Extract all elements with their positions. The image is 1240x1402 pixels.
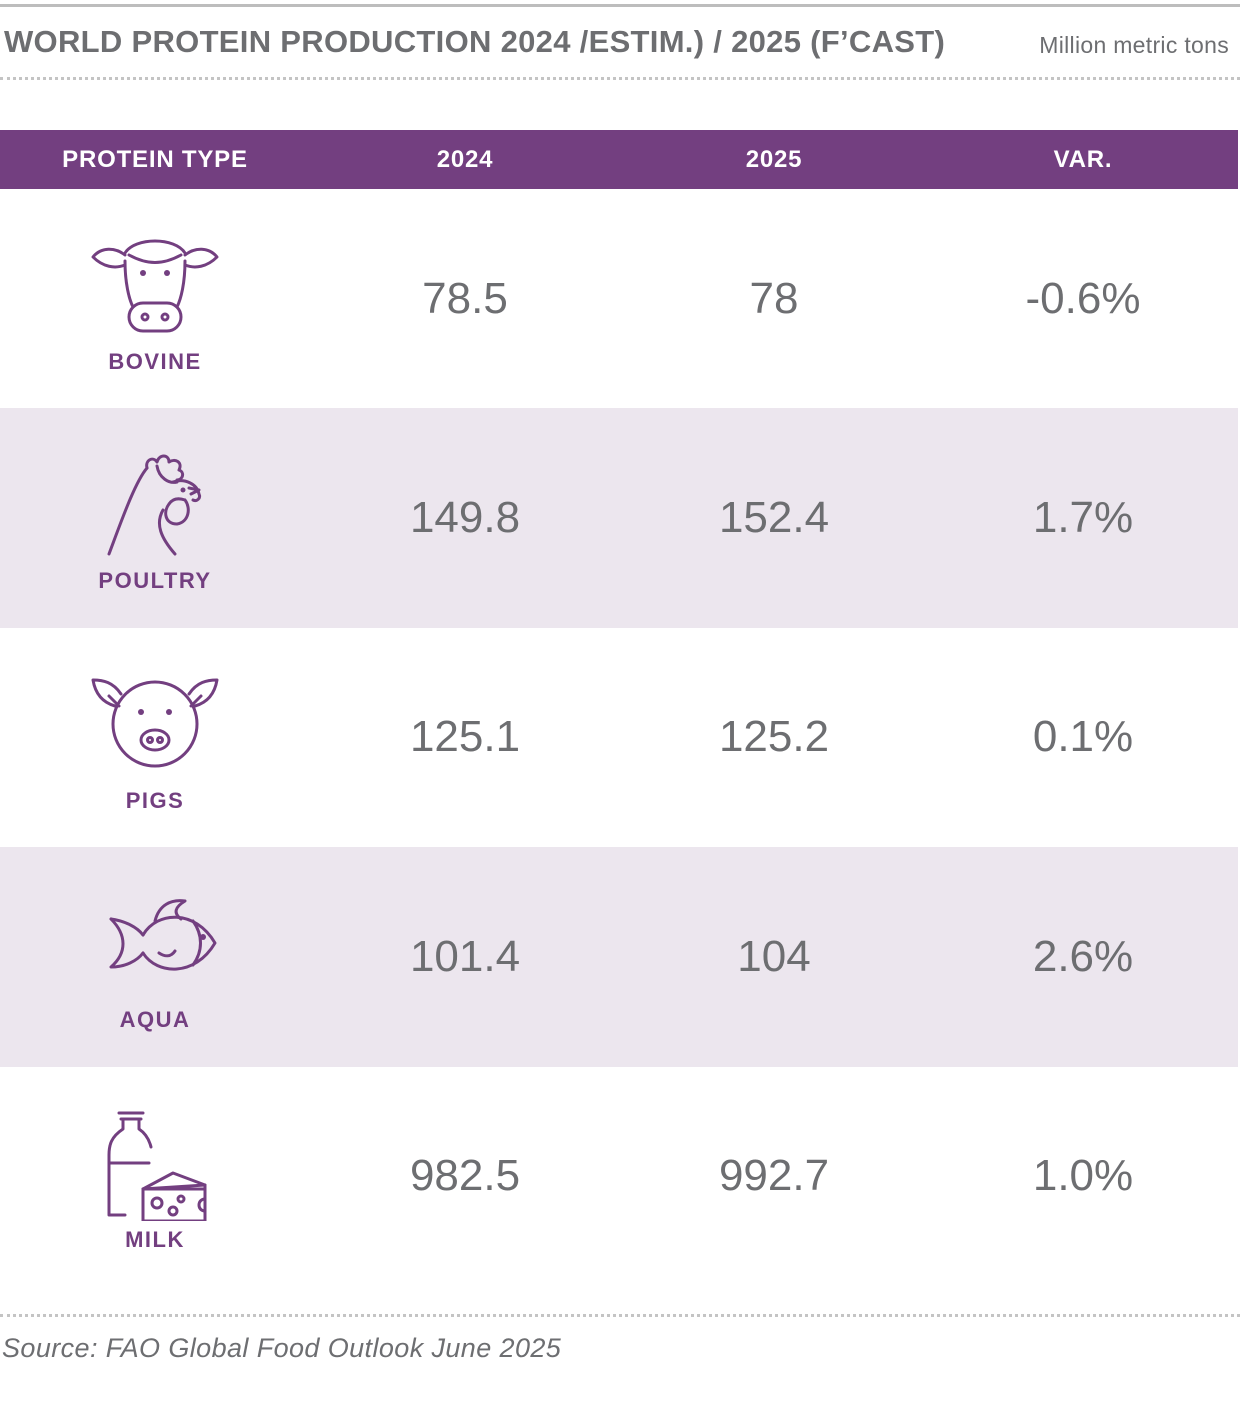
protein-table: PROTEIN TYPE 2024 2025 VAR. BOVINE 78.5 …: [0, 130, 1238, 1286]
column-header-2024: 2024: [436, 145, 494, 173]
value-var: 1.0%: [1032, 1151, 1134, 1201]
column-header-type: PROTEIN TYPE: [62, 145, 248, 173]
type-cell: MILK: [0, 1067, 310, 1286]
value-2025: 125.2: [718, 712, 830, 762]
unit-label: Million metric tons: [1039, 32, 1229, 58]
chicken-icon: [107, 454, 201, 556]
table-row-pigs: PIGS 125.1 125.2 0.1%: [0, 628, 1238, 847]
type-cell: AQUA: [0, 847, 310, 1066]
table-header: PROTEIN TYPE 2024 2025 VAR.: [0, 130, 1238, 189]
column-header-2025: 2025: [745, 145, 803, 173]
source-note: Source: FAO Global Food Outlook June 202…: [2, 1333, 562, 1363]
type-label: PIGS: [125, 787, 185, 813]
type-cell: PIGS: [0, 628, 310, 847]
value-var: 2.6%: [1032, 931, 1134, 981]
title-bar: WORLD PROTEIN PRODUCTION 2024 /ESTIM.) /…: [0, 22, 1240, 66]
column-header-var: VAR.: [1053, 145, 1113, 173]
type-label: MILK: [125, 1226, 185, 1252]
cow-icon: [91, 239, 219, 333]
table-row-bovine: BOVINE 78.5 78 -0.6%: [0, 189, 1238, 408]
type-cell: BOVINE: [0, 189, 310, 408]
page-title: WORLD PROTEIN PRODUCTION 2024 /ESTIM.) /…: [4, 24, 946, 59]
top-rule: [0, 4, 1240, 7]
type-label: AQUA: [119, 1007, 191, 1033]
dotted-divider-top: [0, 77, 1240, 80]
value-2025: 78: [749, 273, 799, 323]
value-var: 0.1%: [1032, 712, 1134, 762]
dotted-divider-bottom: [0, 1314, 1240, 1317]
milk-cheese-icon: [107, 1111, 207, 1221]
table-row-milk: MILK 982.5 992.7 1.0%: [0, 1067, 1238, 1286]
value-2024: 982.5: [409, 1151, 521, 1201]
value-var: 1.7%: [1032, 493, 1134, 543]
type-label: BOVINE: [108, 349, 202, 374]
type-cell: POULTRY: [0, 408, 310, 627]
value-2025: 104: [737, 931, 811, 981]
type-label: POULTRY: [98, 568, 212, 594]
table-row-aqua: AQUA 101.4 104 2.6%: [0, 847, 1238, 1067]
value-2024: 125.1: [409, 712, 521, 762]
value-2025: 992.7: [718, 1151, 830, 1201]
table-row-poultry: POULTRY 149.8 152.4 1.7%: [0, 408, 1238, 628]
value-2024: 78.5: [422, 273, 508, 323]
value-2025: 152.4: [718, 493, 830, 543]
value-2024: 149.8: [409, 493, 521, 543]
value-2024: 101.4: [409, 931, 521, 981]
fish-icon: [109, 899, 217, 971]
value-var: -0.6%: [1025, 273, 1141, 323]
pig-icon: [91, 678, 219, 768]
